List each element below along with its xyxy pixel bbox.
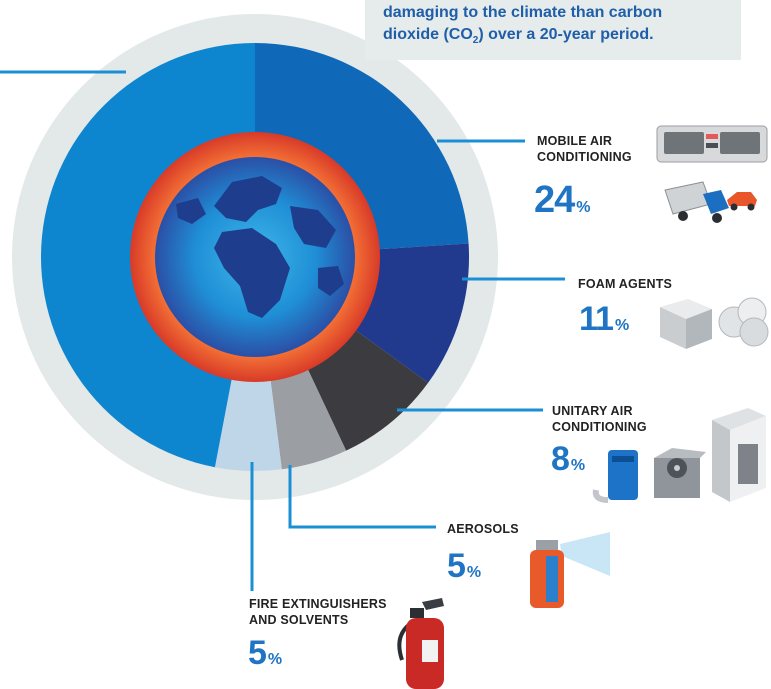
truck-icon (664, 181, 729, 223)
outdoor-ac-unit-icon (654, 448, 706, 498)
note-subscript: 2 (472, 35, 479, 47)
value-label-foam: 11% (579, 302, 629, 343)
note-line-2: dioxide (CO2) over a 20-year period. (383, 24, 733, 52)
value-label-fire: 5% (248, 636, 282, 677)
value-aerosols: 5 (447, 547, 466, 585)
label-aerosols: AEROSOLS (447, 522, 519, 536)
label-mobile-air-conditioning: MOBILE AIR CONDITIONING (537, 134, 632, 164)
value-unitary: 8 (551, 440, 570, 478)
globe-continents (176, 176, 344, 318)
spray-can-icon (530, 532, 610, 608)
cabinet-ac-unit-icon (712, 408, 766, 502)
label-fire-extinguishers-solvents: FIRE EXTINGUISHERS AND SOLVENTS (249, 597, 387, 627)
note-line-2-start: dioxide (CO (383, 26, 473, 43)
unit-fire: % (267, 651, 283, 668)
unit-mobile: % (576, 199, 591, 216)
unit-foam: % (614, 317, 630, 334)
unit-unitary: % (570, 457, 586, 474)
air-conditioner-panel-icon (656, 125, 768, 163)
label-foam-agents: FOAM AGENTS (578, 277, 673, 291)
foam-bubbles-icon (718, 297, 769, 347)
note-line-2-end: ) over a 20-year period. (478, 26, 654, 43)
label-unitary-air-conditioning: UNITARY AIR CONDITIONING (552, 404, 647, 434)
unit-aerosols: % (466, 564, 482, 581)
note-text: damaging to the climate than carbon diox… (383, 2, 733, 52)
car-icon (727, 192, 757, 211)
note-box: damaging to the climate than carbon diox… (365, 0, 741, 60)
value-label-mobile: 24% (534, 181, 591, 227)
value-fire: 5 (248, 634, 267, 672)
note-line-1: damaging to the climate than carbon (383, 4, 663, 21)
fire-extinguisher-icon (397, 598, 444, 689)
value-label-aerosols: 5% (447, 549, 481, 590)
value-foam: 11 (579, 300, 614, 338)
value-mobile: 24 (534, 179, 575, 221)
portable-air-conditioner-icon (592, 450, 638, 503)
foam-cube-icon (660, 299, 712, 349)
value-label-unitary: 8% (551, 442, 585, 483)
leader-line-aerosols (288, 465, 436, 529)
